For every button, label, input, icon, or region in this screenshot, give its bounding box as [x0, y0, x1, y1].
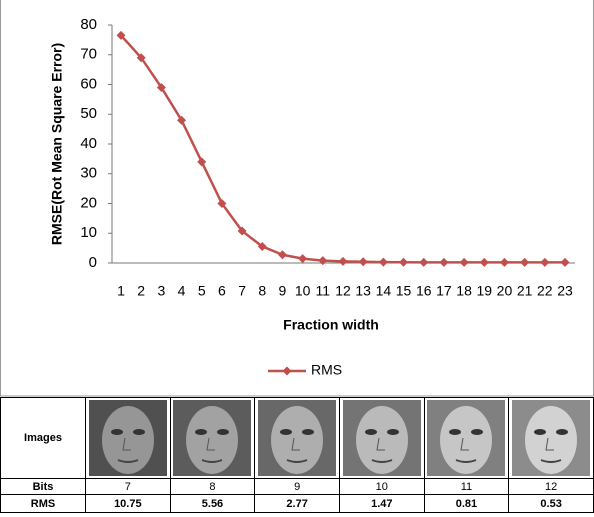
point [257, 241, 267, 251]
cell: 5.56 [169, 494, 256, 513]
face-image [258, 400, 337, 476]
x-tick-label: 5 [198, 283, 206, 299]
results-table: Images Bits 7 8 9 10 11 12 RMS 10.75 5.56 2.77 1.4… [0, 397, 594, 513]
point [378, 257, 388, 267]
images-row: Images [0, 397, 594, 479]
face-image [512, 400, 591, 476]
image-cell [254, 397, 340, 479]
x-tick-label: 20 [497, 283, 513, 299]
y-tick-label: 10 [80, 224, 97, 241]
face-image [427, 400, 506, 476]
cell: 9 [254, 478, 340, 495]
point [197, 157, 207, 167]
legend-marker [282, 366, 292, 376]
x-tick-label: 9 [279, 283, 287, 299]
y-tick-label: 70 [80, 46, 97, 63]
y-tick-label: 0 [89, 254, 97, 271]
row-label: RMS [0, 494, 86, 513]
point [439, 257, 449, 267]
point [237, 226, 247, 236]
x-tick-label: 4 [178, 283, 186, 299]
y-axis-title: RMSE(Rot Mean Square Error) [49, 43, 65, 245]
image-cell [338, 397, 425, 479]
image-cell [508, 397, 594, 479]
cell: 11 [423, 478, 510, 495]
face-image [173, 400, 252, 476]
image-cell [423, 397, 510, 479]
x-tick-label: 7 [238, 283, 246, 299]
point [298, 254, 308, 264]
x-tick-label: 2 [137, 283, 145, 299]
point [277, 250, 287, 260]
rms-row: RMS 10.75 5.56 2.77 1.47 0.81 0.53 [0, 494, 594, 513]
x-tick-label: 6 [218, 283, 226, 299]
y-tick-label: 40 [80, 135, 97, 152]
point [338, 256, 348, 266]
x-tick-label: 23 [557, 283, 573, 299]
point [318, 256, 328, 266]
cell: 2.77 [254, 494, 340, 513]
image-cell [85, 397, 171, 479]
y-tick-label: 80 [80, 16, 97, 33]
x-tick-label: 16 [416, 283, 432, 299]
chart: Fraction width RMSE(Rot Mean Square Erro… [0, 0, 594, 397]
x-tick-label: 18 [456, 283, 472, 299]
x-tick-label: 17 [436, 283, 452, 299]
bits-row: Bits 7 8 9 10 11 12 [0, 478, 594, 495]
x-tick-label: 8 [258, 283, 266, 299]
x-axis-title: Fraction width [283, 317, 379, 333]
point [358, 257, 368, 267]
point [499, 257, 509, 267]
point [156, 82, 166, 92]
face-image [342, 400, 421, 476]
point [520, 257, 530, 267]
x-tick-label: 22 [537, 283, 553, 299]
series-line [120, 34, 565, 264]
point [419, 257, 429, 267]
point [177, 115, 187, 125]
x-tick-label: 3 [157, 283, 165, 299]
cell: 10 [338, 478, 425, 495]
row-label: Images [0, 397, 86, 479]
cell: 10.75 [85, 494, 171, 513]
y-tick-label: 20 [80, 194, 97, 211]
point [459, 257, 469, 267]
cell: 12 [508, 478, 594, 495]
cell: 8 [169, 478, 256, 495]
point [136, 53, 146, 63]
legend-label: RMS [311, 362, 342, 378]
y-tick-label: 60 [80, 75, 97, 92]
x-tick-label: 12 [335, 283, 351, 299]
y-tick-label: 50 [80, 105, 97, 122]
x-tick-label: 11 [316, 283, 331, 299]
x-tick-label: 15 [396, 283, 412, 299]
cell: 7 [85, 478, 171, 495]
point [116, 30, 126, 40]
point [217, 199, 227, 208]
y-tick-label: 30 [80, 165, 97, 182]
point [540, 257, 550, 267]
x-tick-label: 14 [376, 283, 392, 299]
x-tick-label: 1 [117, 283, 125, 299]
cell: 0.81 [423, 494, 510, 513]
face-image [88, 400, 167, 476]
image-cell [169, 397, 256, 479]
row-label: Bits [0, 478, 86, 495]
x-tick-label: 19 [476, 283, 492, 299]
x-tick-label: 10 [295, 283, 311, 299]
point [560, 257, 570, 267]
cell: 0.53 [508, 494, 594, 513]
x-tick-label: 21 [517, 283, 533, 299]
x-tick-label: 13 [355, 283, 371, 299]
point [479, 257, 489, 267]
cell: 1.47 [338, 494, 425, 513]
point [399, 257, 409, 267]
